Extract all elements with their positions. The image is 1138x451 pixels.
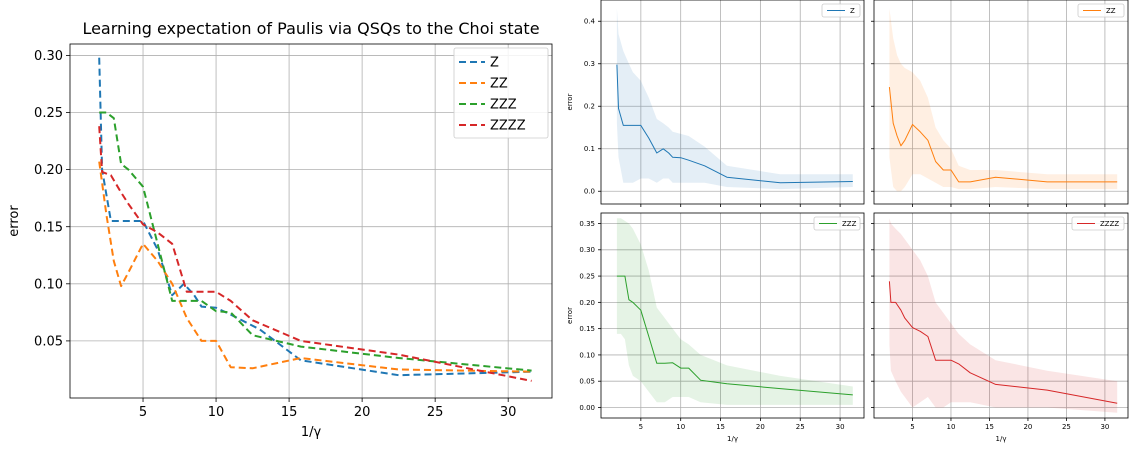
x-tick-label: 30 — [500, 405, 517, 420]
legend-label-zz: ZZ — [1106, 7, 1116, 15]
plot-frame — [600, 212, 865, 419]
series-line-zzz — [616, 275, 853, 396]
y-axis-label: error — [566, 93, 574, 110]
y-tick-label: 0.1 — [584, 145, 595, 153]
y-tick-label: 0.20 — [579, 299, 595, 307]
chart-title: Learning expectation of Paulis via QSQs … — [82, 19, 539, 38]
legend-label-zzz: ZZZ — [842, 220, 857, 228]
x-tick-label: 30 — [836, 423, 845, 431]
y-tick-label: 0.0 — [584, 188, 595, 196]
y-tick-label: 0.25 — [34, 106, 63, 121]
y-tick-label: 0.05 — [34, 334, 63, 349]
x-tick-label: 5 — [910, 423, 914, 431]
confidence-band-zzz — [616, 218, 853, 405]
x-tick-label: 15 — [716, 423, 725, 431]
x-tick-label: 15 — [281, 405, 298, 420]
legend-label-z: Z — [490, 56, 499, 71]
y-tick-label: 0.4 — [584, 18, 596, 26]
x-tick-label: 20 — [1023, 423, 1032, 431]
series-line-zzzz — [98, 126, 532, 382]
y-tick-label: 0.00 — [579, 404, 595, 412]
legend-label-zz: ZZ — [490, 77, 508, 92]
y-tick-label: 0.15 — [579, 325, 595, 333]
plot-frame — [600, 0, 865, 205]
y-tick-label: 0.2 — [584, 103, 595, 111]
x-tick-label: 10 — [676, 423, 685, 431]
x-axis-label: 1/γ — [301, 425, 322, 440]
y-tick-label: 0.10 — [579, 351, 595, 359]
x-tick-label: 10 — [208, 405, 225, 420]
x-axis-label: 1/γ — [996, 435, 1007, 443]
legend-label-z: Z — [850, 7, 855, 15]
y-tick-label: 0.30 — [34, 49, 63, 64]
x-tick-label: 25 — [427, 405, 444, 420]
legend-label-zzz: ZZZ — [490, 98, 517, 113]
y-tick-label: 0.15 — [34, 220, 63, 235]
x-tick-label: 5 — [139, 405, 147, 420]
x-tick-label: 25 — [796, 423, 805, 431]
series-line-z — [616, 64, 853, 184]
y-tick-label: 0.25 — [579, 273, 595, 281]
y-tick-label: 0.05 — [579, 378, 595, 386]
x-tick-label: 25 — [1062, 423, 1071, 431]
plot-frame — [873, 212, 1129, 419]
legend-label-zzzz: ZZZZ — [1100, 220, 1119, 228]
confidence-band-zz — [889, 8, 1118, 192]
y-tick-label: 0.3 — [584, 60, 595, 68]
y-tick-label: 0.35 — [579, 220, 595, 228]
y-tick-label: 0.10 — [34, 277, 63, 292]
x-tick-label: 15 — [985, 423, 994, 431]
x-tick-label: 20 — [354, 405, 371, 420]
series-line-zzzz — [888, 281, 1118, 404]
x-tick-label: 5 — [639, 423, 643, 431]
confidence-band-zzzz — [889, 218, 1118, 413]
series-line-zzz — [99, 111, 532, 372]
x-axis-label: 1/γ — [727, 435, 738, 443]
y-tick-label: 0.20 — [34, 163, 63, 178]
y-axis-label: error — [7, 205, 22, 237]
confidence-band-z — [616, 8, 853, 190]
series-line-zz — [888, 87, 1118, 183]
x-tick-label: 20 — [756, 423, 765, 431]
legend-box — [453, 47, 549, 139]
x-tick-label: 30 — [1100, 423, 1109, 431]
series-line-zz — [98, 161, 532, 373]
x-tick-label: 10 — [947, 423, 956, 431]
y-tick-label: 0.30 — [579, 246, 595, 254]
plot-frame — [69, 43, 553, 399]
plot-frame — [873, 0, 1129, 205]
legend-box — [1071, 216, 1125, 231]
y-axis-label: error — [566, 307, 574, 324]
legend-label-zzzz: ZZZZ — [490, 119, 526, 134]
